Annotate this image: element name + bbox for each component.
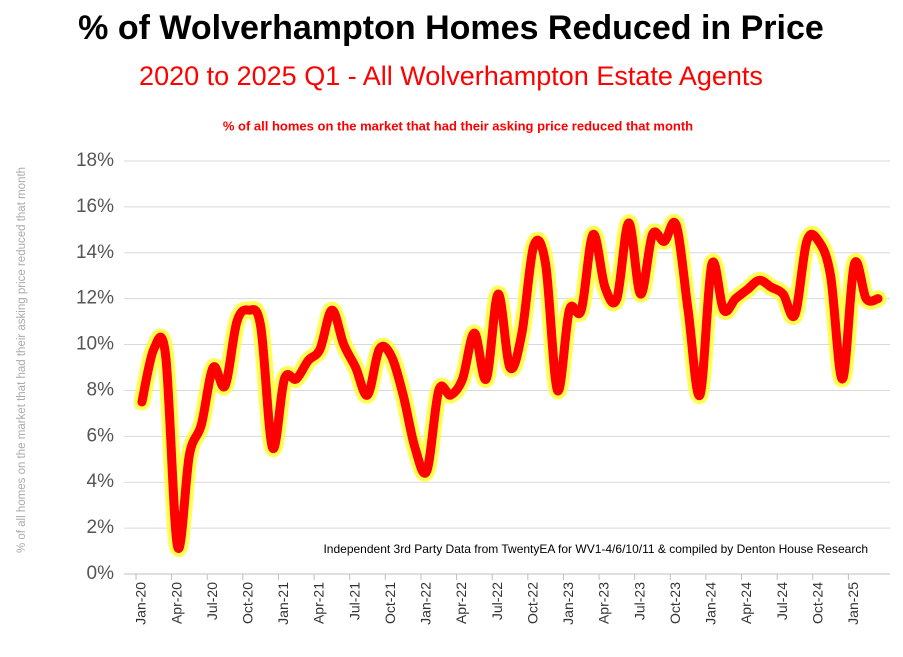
chart-subtitle: 2020 to 2025 Q1 - All Wolverhampton Esta… bbox=[139, 61, 763, 91]
x-tick-label: Apr-21 bbox=[311, 582, 327, 624]
x-tick-label: Jan-22 bbox=[418, 582, 434, 625]
chart-title: % of Wolverhampton Homes Reduced in Pric… bbox=[78, 9, 824, 47]
x-tick-label: Jan-20 bbox=[133, 582, 149, 625]
x-tick-label: Jan-23 bbox=[560, 582, 576, 625]
x-tick-label: Oct-20 bbox=[239, 582, 255, 624]
x-tick-label: Jul-23 bbox=[631, 582, 647, 620]
x-tick-label: Apr-22 bbox=[453, 582, 469, 624]
y-tick-label: 4% bbox=[87, 471, 115, 492]
y-tick-label: 8% bbox=[87, 379, 115, 400]
y-tick-label: 18% bbox=[76, 150, 114, 171]
x-tick-label: Jan-24 bbox=[703, 582, 719, 625]
y-tick-label: 0% bbox=[87, 563, 115, 584]
x-tick-label: Apr-23 bbox=[596, 582, 612, 624]
x-tick-label: Jul-20 bbox=[204, 582, 220, 620]
y-tick-label: 14% bbox=[76, 242, 114, 263]
y-tick-label: 10% bbox=[76, 334, 114, 355]
x-tick-label: Jul-24 bbox=[774, 582, 790, 620]
y-tick-label: 2% bbox=[87, 517, 115, 538]
x-tick-label: Oct-22 bbox=[524, 582, 540, 624]
x-tick-label: Jan-21 bbox=[275, 582, 291, 625]
y-tick-label: 16% bbox=[76, 196, 114, 217]
annotation: % of all homes on the market that had th… bbox=[223, 118, 693, 133]
source-note: Independent 3rd Party Data from TwentyEA… bbox=[323, 542, 868, 556]
x-tick-label: Jul-21 bbox=[346, 582, 362, 620]
x-tick-label: Oct-24 bbox=[809, 582, 825, 624]
x-tick-label: Apr-20 bbox=[168, 582, 184, 624]
line-glow bbox=[133, 214, 887, 558]
x-tick-label: Jan-25 bbox=[845, 582, 861, 625]
y-tick-label: 6% bbox=[87, 425, 115, 446]
data-line bbox=[137, 218, 883, 554]
x-tick-label: Apr-24 bbox=[738, 582, 754, 624]
x-tick-label: Jul-22 bbox=[489, 582, 505, 620]
x-tick-label: Oct-23 bbox=[667, 582, 683, 624]
x-tick-label: Oct-21 bbox=[382, 582, 398, 624]
y-axis-label: % of all homes on the market that had th… bbox=[16, 167, 28, 553]
y-tick-label: 12% bbox=[76, 288, 114, 309]
